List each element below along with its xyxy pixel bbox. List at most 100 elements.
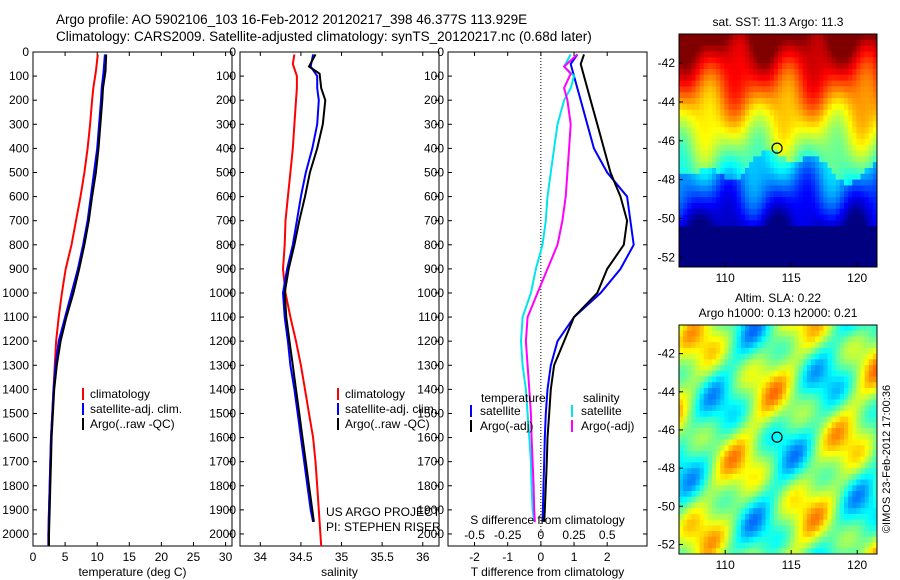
map-cell <box>811 74 816 82</box>
map-cell <box>695 150 701 157</box>
map-cell <box>765 68 771 76</box>
map-cell <box>773 103 779 111</box>
map-cell <box>736 57 742 64</box>
map-cell <box>778 39 783 47</box>
map-cell <box>786 133 791 140</box>
map-cell <box>679 214 684 221</box>
map-cell <box>757 508 762 515</box>
map-cell <box>683 138 688 146</box>
map-cell <box>819 261 824 268</box>
map-cell <box>815 485 820 492</box>
map-cell <box>790 422 795 429</box>
map-cell <box>687 249 692 256</box>
map-cell <box>757 456 762 463</box>
map-cell <box>765 150 771 157</box>
map-cell <box>844 387 849 395</box>
map-cell <box>806 502 812 509</box>
map-cell <box>790 342 795 349</box>
series-line-argo-raw-qc- <box>283 53 327 523</box>
map-cell <box>749 103 754 111</box>
map-cell <box>872 376 878 383</box>
x-tick-label: 30 <box>219 550 233 564</box>
map-cell <box>703 249 709 256</box>
map-cell <box>852 387 857 395</box>
map-cell <box>782 86 787 93</box>
map-cell <box>691 347 696 355</box>
map-cell <box>856 57 861 64</box>
map-cell <box>687 144 692 151</box>
map-cell <box>749 34 754 41</box>
map-cell <box>740 45 746 52</box>
map-cell <box>773 353 779 360</box>
map-cell <box>782 255 787 262</box>
map-cell <box>687 98 692 105</box>
map-cell <box>765 347 771 355</box>
map-cell <box>819 399 824 406</box>
map-cell <box>679 144 684 151</box>
map-cell <box>823 121 828 128</box>
map-cell <box>716 121 721 128</box>
s-tick-label: -0.5 <box>464 528 485 542</box>
map-cell <box>815 479 820 486</box>
map-cell <box>749 261 754 268</box>
map-cell <box>695 226 701 233</box>
map-cell <box>794 416 800 423</box>
map-cell <box>765 98 771 105</box>
map-cell <box>707 150 713 157</box>
map-cell <box>773 496 779 503</box>
map-cell <box>749 410 754 418</box>
map-cell <box>831 508 837 515</box>
map-cell <box>757 249 762 256</box>
map-cell <box>712 162 717 169</box>
map-cell <box>749 150 754 157</box>
map-cell <box>806 370 812 377</box>
map-cell <box>703 98 709 105</box>
map-cell <box>740 542 746 549</box>
map-cell <box>802 115 808 122</box>
map-cell <box>724 74 729 82</box>
x-tick-label: 0 <box>30 550 37 564</box>
map-cell <box>728 92 734 99</box>
map-cell <box>687 208 692 215</box>
map-cell <box>872 115 878 122</box>
map-cell <box>703 243 709 250</box>
map-cell <box>819 502 824 509</box>
map-cell <box>848 243 853 250</box>
map-cell <box>732 202 738 210</box>
map-cell <box>782 336 787 343</box>
map-cell <box>732 115 738 122</box>
map-cell <box>819 115 824 122</box>
map-cell <box>872 370 878 377</box>
map-cell <box>839 347 845 355</box>
map-cell <box>848 80 853 87</box>
map-cell <box>856 473 861 480</box>
map-cell <box>835 485 841 492</box>
map-cell <box>852 144 857 151</box>
map-cell <box>703 445 709 452</box>
map-cell <box>823 255 828 262</box>
map-cell <box>782 387 787 395</box>
legend-entry: Argo(..raw -QC) <box>90 417 175 431</box>
map-cell <box>728 410 734 418</box>
map-cell <box>872 63 878 70</box>
map-cell <box>864 185 870 192</box>
map-cell <box>864 450 870 458</box>
map-cell <box>773 370 779 377</box>
map-cell <box>765 365 771 372</box>
map-cell <box>844 80 849 87</box>
map-cell <box>720 167 725 175</box>
map-cell <box>749 237 754 245</box>
map-cell <box>819 519 824 526</box>
map-cell <box>856 197 861 204</box>
map-cell <box>872 399 878 406</box>
map-cell <box>848 150 853 157</box>
map-cell <box>749 513 754 521</box>
map-cell <box>769 428 775 435</box>
map-cell <box>695 80 701 87</box>
map-cell <box>835 255 841 262</box>
map-cell <box>835 68 841 76</box>
map-cell <box>740 445 746 452</box>
map-cell <box>753 502 758 509</box>
map-cell <box>765 342 771 349</box>
